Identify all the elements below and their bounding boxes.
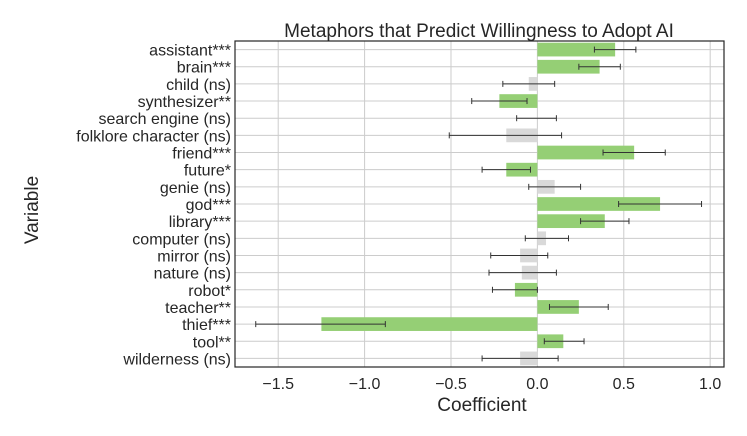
y-tick-label: tool** — [193, 334, 231, 351]
y-tick-label: god*** — [186, 197, 231, 214]
error-bar — [543, 338, 585, 345]
y-tick-label: brain*** — [177, 60, 231, 77]
y-tick-label: future* — [184, 163, 231, 180]
error-bar — [578, 63, 621, 70]
bar — [537, 214, 605, 229]
y-tick-label: assistant*** — [149, 43, 231, 60]
error-bar — [524, 235, 569, 242]
grid-lines — [235, 41, 724, 367]
y-tick-label: friend*** — [172, 146, 231, 163]
bar — [537, 42, 616, 57]
y-tick-label: folklore character (ns) — [76, 128, 231, 145]
error-bar — [602, 149, 666, 156]
y-tick-label: wilderness (ns) — [122, 351, 231, 368]
x-tick-label: −1.0 — [349, 376, 381, 393]
error-bar — [481, 166, 531, 173]
error-bar — [502, 80, 556, 87]
x-tick-label: −1.5 — [262, 376, 294, 393]
y-axis-label: Variable — [22, 176, 43, 244]
x-axis-label: Coefficient — [437, 395, 527, 416]
bar — [537, 197, 661, 211]
error-bar — [548, 303, 609, 310]
error-bar — [528, 183, 582, 190]
x-tick-labels: −1.5 −1.0 −0.5 0.0 0.5 1.0 — [262, 376, 721, 393]
y-tick-label: search engine (ns) — [98, 111, 231, 128]
plot-frame — [234, 40, 725, 368]
error-bar — [488, 269, 557, 276]
bar — [537, 145, 635, 160]
error-bars — [255, 46, 703, 362]
y-tick-label: nature (ns) — [154, 266, 231, 283]
y-tick-label: teacher** — [165, 300, 231, 317]
y-tick-label: synthesizer** — [138, 94, 231, 111]
y-tick-label: library*** — [169, 214, 231, 231]
y-tick-label: robot* — [188, 283, 231, 300]
error-bar — [516, 115, 557, 122]
x-tick-label: 0.5 — [613, 376, 635, 393]
y-tick-labels: assistant***brain***child (ns)synthesize… — [76, 43, 231, 369]
y-tick-label: genie (ns) — [160, 180, 231, 197]
error-bar — [491, 286, 538, 293]
x-tick-label: 1.0 — [699, 376, 721, 393]
x-tick-label: −0.5 — [435, 376, 467, 393]
error-bar — [471, 98, 528, 105]
error-bar — [255, 321, 386, 328]
bar — [537, 59, 600, 74]
y-tick-label: computer (ns) — [132, 231, 231, 248]
error-bar — [490, 252, 549, 259]
error-bar — [448, 132, 563, 139]
x-tick-label: 0.0 — [526, 376, 548, 393]
bar — [321, 317, 538, 331]
error-bar — [580, 218, 630, 225]
error-bar — [481, 355, 559, 362]
y-tick-label: child (ns) — [166, 77, 231, 94]
y-tick-label: thief*** — [182, 317, 231, 334]
chart-title: Metaphors that Predict Willingness to Ad… — [284, 21, 674, 42]
y-tick-label: mirror (ns) — [157, 248, 231, 265]
error-bar — [618, 201, 703, 207]
error-bar — [593, 46, 637, 53]
